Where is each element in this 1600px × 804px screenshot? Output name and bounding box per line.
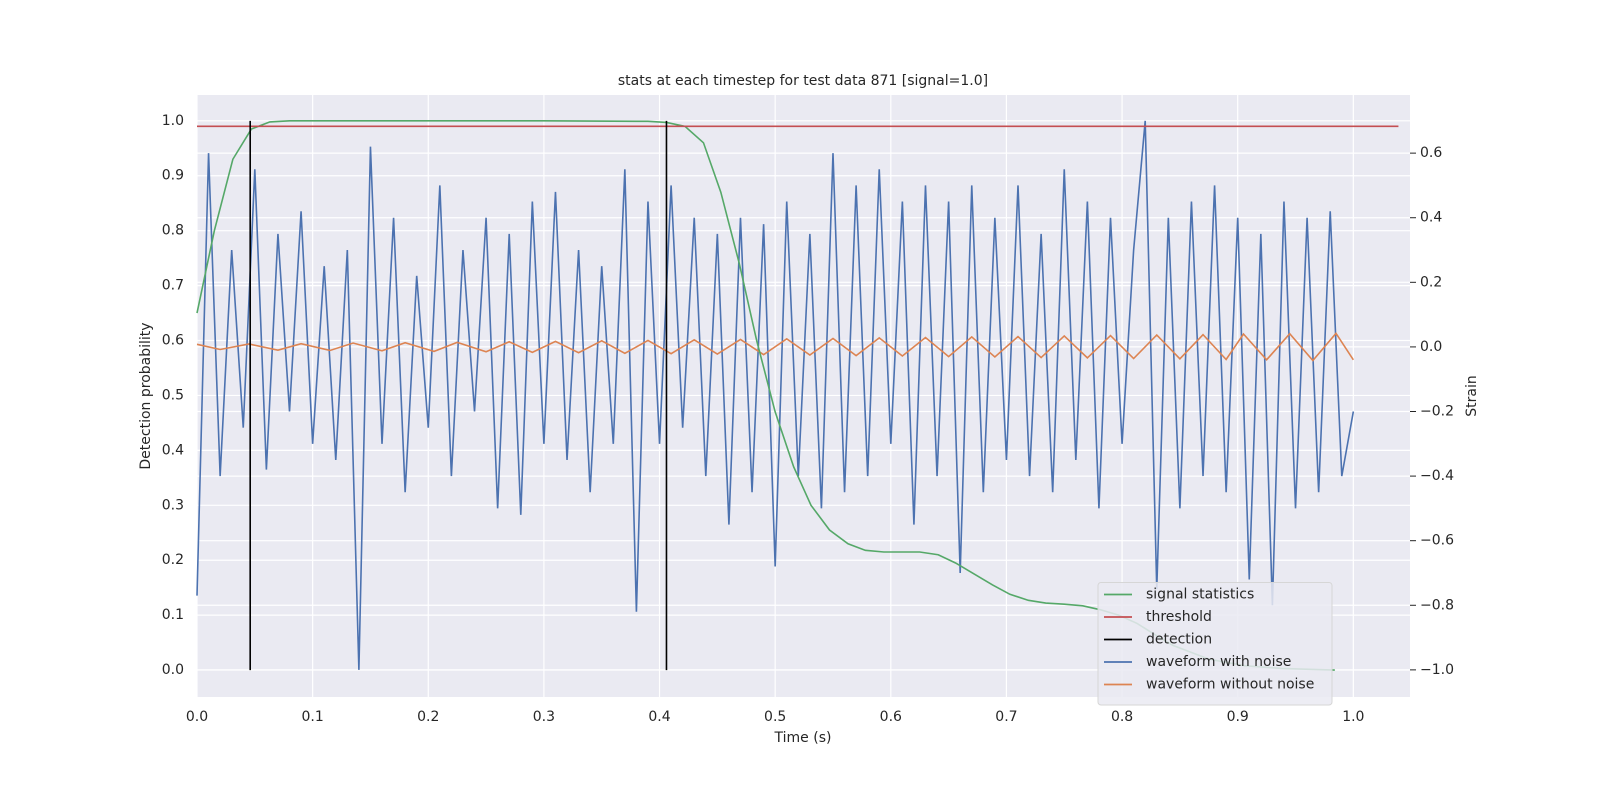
x-tick-label: 0.6	[880, 709, 902, 725]
legend-label: threshold	[1146, 609, 1212, 625]
y2-tick-label: 0.6	[1420, 145, 1442, 161]
y2-tick-label: −0.6	[1420, 533, 1454, 549]
tick-labels: 0.0 0.1 0.2 0.3 0.4 0.5 0.6 0.7 0.8 0.9 1.0 0.0 0.1 0…	[162, 113, 1454, 725]
y2-tick-label: 0.4	[1420, 210, 1442, 226]
x-tick-label: 0.3	[533, 709, 555, 725]
y2-tick-label: −0.4	[1420, 468, 1454, 484]
x-tick-label: 0.1	[302, 709, 324, 725]
y2-tick-label: −0.8	[1420, 597, 1454, 613]
legend-label: signal statistics	[1146, 587, 1254, 603]
chart-title: stats at each timestep for test data 871…	[618, 73, 988, 89]
y-tick-label: 0.3	[162, 497, 184, 513]
x-tick-label: 0.2	[417, 709, 439, 725]
y-tick-label: 0.1	[162, 607, 184, 623]
x-tick-label: 0.7	[995, 709, 1017, 725]
x-tick-label: 0.8	[1111, 709, 1133, 725]
legend-label: detection	[1146, 632, 1212, 648]
x-tick-label: 0.4	[648, 709, 670, 725]
series-line	[196, 120, 1355, 670]
y-axis-label: Detection probability	[138, 322, 154, 469]
y2-axis-label: Strain	[1464, 375, 1480, 416]
y2-tick-label: −1.0	[1420, 662, 1454, 678]
y-tick-label: 0.5	[162, 387, 184, 403]
grid	[196, 95, 1416, 697]
x-axis-label: Time (s)	[774, 730, 832, 746]
y2-tick-label: −0.2	[1420, 404, 1454, 420]
y-tick-label: 0.4	[162, 442, 184, 458]
x-tick-label: 0.5	[764, 709, 786, 725]
y-tick-label: 0.2	[162, 552, 184, 568]
series-line	[196, 332, 1355, 362]
legend-label: waveform without noise	[1146, 677, 1314, 693]
y-tick-label: 0.0	[162, 662, 184, 678]
y-tick-label: 0.7	[162, 278, 184, 294]
y-tick-label: 0.9	[162, 168, 184, 184]
y2-tick-label: 0.2	[1420, 274, 1442, 290]
y2-tick-label: 0.0	[1420, 339, 1442, 355]
legend-box	[1097, 582, 1333, 706]
legend: signal statistics threshold detection wavef…	[1097, 582, 1333, 706]
x-tick-label: 0.9	[1227, 709, 1249, 725]
legend-label: waveform with noise	[1146, 654, 1291, 670]
x-tick-label: 0.0	[186, 709, 208, 725]
y-tick-label: 0.6	[162, 333, 184, 349]
x-tick-label: 1.0	[1342, 709, 1364, 725]
series-line	[249, 120, 668, 671]
y-tick-label: 0.8	[162, 223, 184, 239]
y-tick-label: 1.0	[162, 113, 184, 129]
